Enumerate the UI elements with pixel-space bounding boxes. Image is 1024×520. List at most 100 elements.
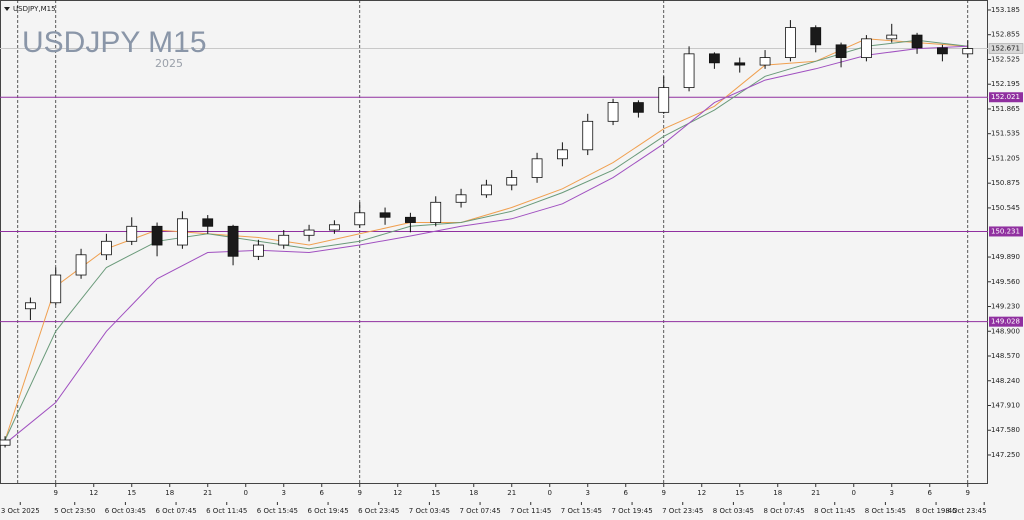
candle-body <box>303 229 315 236</box>
date-tick-label: 8 Oct 03:45 <box>713 507 754 515</box>
x-tick-label: 6 <box>319 489 324 497</box>
candle-body <box>683 53 695 88</box>
date-tick-label: 7 Oct 07:45 <box>459 507 500 515</box>
date-tick-label: 6 Oct 23:45 <box>358 507 399 515</box>
y-tick-label: 150.875 <box>991 179 1020 187</box>
x-tick-label: 18 <box>773 489 782 497</box>
x-tick-label: 21 <box>203 489 212 497</box>
date-tick-label: 6 Oct 19:45 <box>307 507 348 515</box>
candle-body <box>176 218 188 246</box>
y-tick-label: 149.890 <box>991 253 1020 261</box>
candle-body <box>126 225 138 242</box>
x-tick-label: 12 <box>89 489 98 497</box>
candle-body <box>379 212 391 218</box>
y-tick-label: 147.580 <box>991 426 1020 434</box>
x-tick-label: 9 <box>965 489 969 497</box>
moving-average <box>4 45 968 445</box>
date-tick-label: 7 Oct 11:45 <box>510 507 551 515</box>
y-tick-label: 148.570 <box>991 352 1020 360</box>
candle-body <box>658 87 670 113</box>
level-label: 149.028 <box>991 318 1020 326</box>
candle-body <box>937 47 948 55</box>
y-tick-label: 153.185 <box>991 6 1020 14</box>
y-tick-label: 151.205 <box>991 154 1020 162</box>
x-tick-label: 3 <box>585 489 589 497</box>
candle-body <box>582 120 594 151</box>
date-tick-label: 5 Oct 23:50 <box>54 507 95 515</box>
x-tick-label: 18 <box>469 489 478 497</box>
date-tick-label: 6 Oct 15:45 <box>257 507 298 515</box>
candle-body <box>227 225 239 257</box>
candle-body <box>759 57 771 66</box>
candle-body <box>455 194 467 203</box>
x-tick-label: 0 <box>851 489 855 497</box>
price-axis-bg <box>989 0 1024 520</box>
date-tick-label: 7 Oct 23:45 <box>662 507 703 515</box>
candle-body <box>557 149 568 160</box>
x-tick-label: 3 <box>889 489 893 497</box>
moving-average <box>4 38 968 441</box>
date-tick-label: 8 Oct 15:45 <box>865 507 906 515</box>
date-tick-label: 6 Oct 07:45 <box>155 507 196 515</box>
candle-body <box>0 439 11 446</box>
y-tick-label: 152.855 <box>991 31 1020 39</box>
x-tick-label: 15 <box>431 489 440 497</box>
candle-body <box>50 274 62 304</box>
candle-body <box>506 177 518 186</box>
x-tick-label: 21 <box>507 489 516 497</box>
moving-average <box>4 39 968 441</box>
x-tick-label: 21 <box>811 489 820 497</box>
candle-body <box>480 184 492 196</box>
candle-body <box>911 34 923 49</box>
candle-body <box>101 240 112 256</box>
x-tick-label: 18 <box>165 489 174 497</box>
candle-body <box>430 201 442 223</box>
x-tick-label: 0 <box>243 489 247 497</box>
x-tick-label: 6 <box>623 489 628 497</box>
level-label: 152.021 <box>991 93 1020 101</box>
level-label: 150.231 <box>991 227 1020 235</box>
y-tick-label: 151.865 <box>991 105 1020 113</box>
x-tick-label: 9 <box>661 489 665 497</box>
candle-body <box>633 102 644 113</box>
date-tick-label: 7 Oct 19:45 <box>611 507 652 515</box>
current-price-label: 152.671 <box>991 45 1020 53</box>
candle-body <box>252 244 264 257</box>
x-tick-label: 15 <box>127 489 136 497</box>
x-tick-label: 0 <box>547 489 551 497</box>
candle-body <box>861 38 872 58</box>
y-tick-label: 151.535 <box>991 130 1020 138</box>
date-tick-label: 7 Oct 03:45 <box>409 507 450 515</box>
candle-body <box>328 224 340 231</box>
y-tick-label: 148.240 <box>991 377 1020 385</box>
x-tick-label: 12 <box>697 489 706 497</box>
level-label-bg <box>989 92 1023 103</box>
date-tick-label: 8 Oct 23:45 <box>945 507 986 515</box>
candle-body <box>404 216 416 223</box>
date-tick-label: 3 Oct 2025 <box>1 507 40 515</box>
plot-frame <box>0 0 988 484</box>
y-tick-label: 152.195 <box>991 80 1020 88</box>
candle-body <box>607 102 619 122</box>
candle-body <box>24 302 36 310</box>
date-tick-label: 6 Oct 03:45 <box>105 507 146 515</box>
date-tick-label: 8 Oct 07:45 <box>763 507 804 515</box>
y-tick-label: 147.250 <box>991 451 1020 459</box>
x-tick-label: 15 <box>735 489 744 497</box>
date-tick-label: 8 Oct 19:45 <box>915 507 956 515</box>
y-tick-label: 152.525 <box>991 55 1020 63</box>
level-label-bg <box>989 316 1023 327</box>
x-tick-label: 12 <box>393 489 402 497</box>
candle-body <box>886 34 898 40</box>
time-axis-bg <box>0 485 988 520</box>
y-tick-label: 149.230 <box>991 303 1020 311</box>
candle-body <box>785 27 796 58</box>
x-tick-label: 9 <box>53 489 57 497</box>
candle-body <box>810 27 822 46</box>
menu-icon[interactable] <box>4 7 10 11</box>
x-tick-label: 6 <box>927 489 932 497</box>
date-tick-label: 6 Oct 11:45 <box>206 507 247 515</box>
date-tick-label: 8 Oct 11:45 <box>814 507 855 515</box>
